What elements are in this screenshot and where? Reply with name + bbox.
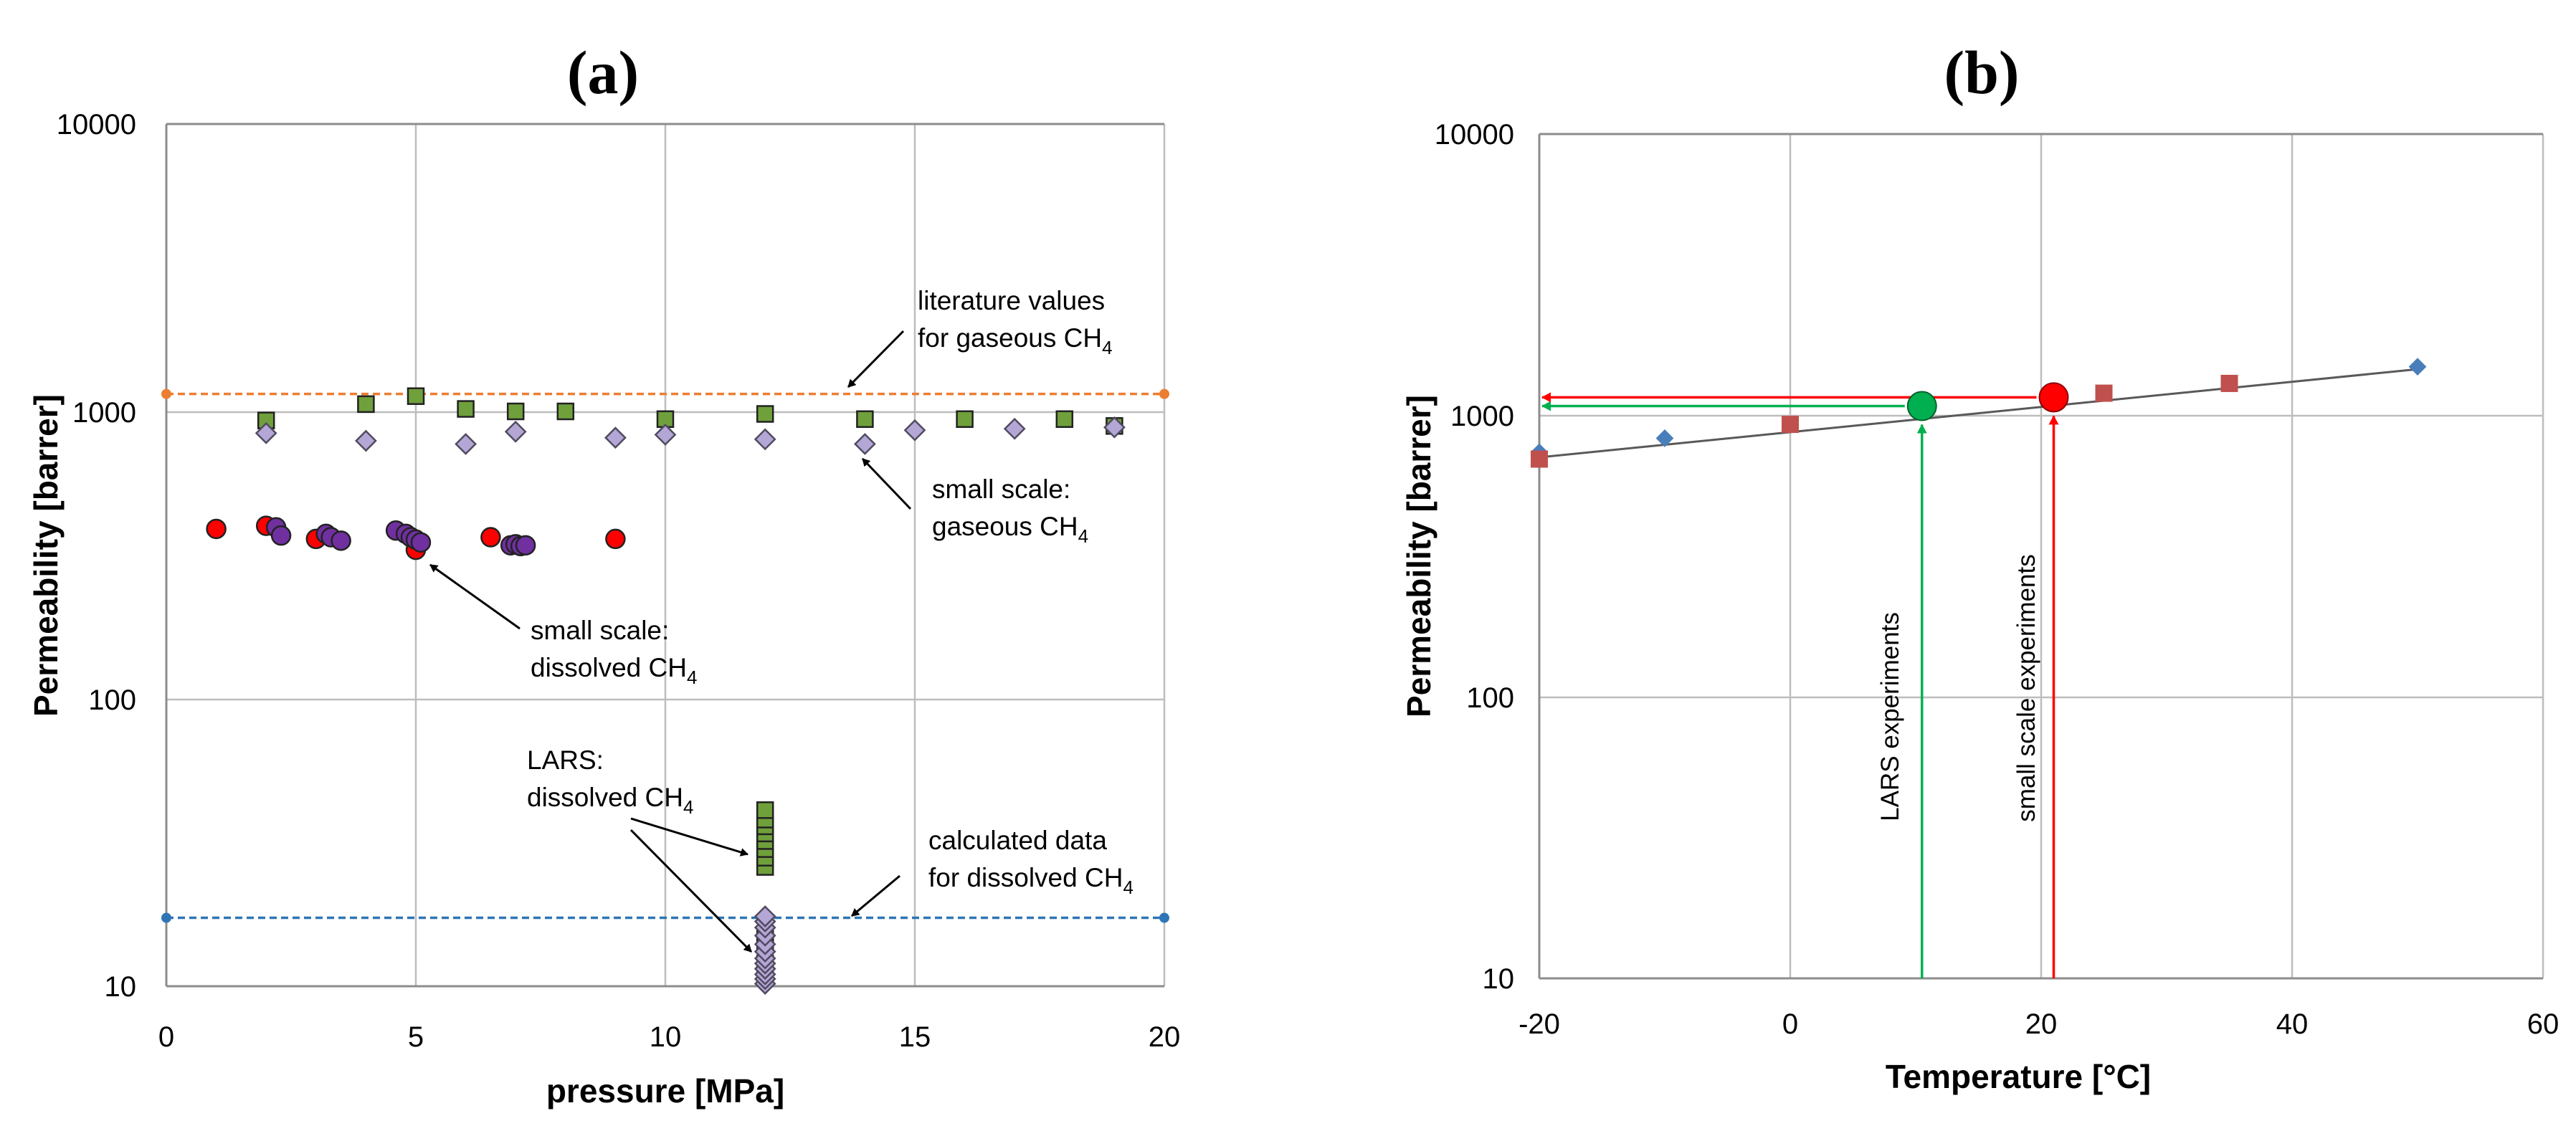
reference-line-endpoint — [161, 388, 171, 399]
reference-line-endpoint — [161, 912, 171, 923]
panel-a-title: (a) — [567, 38, 639, 107]
data-point — [270, 525, 292, 546]
x-tick-label: -20 — [1518, 1008, 1560, 1040]
data-point — [754, 905, 776, 927]
data-point — [2095, 384, 2113, 402]
data-point — [604, 426, 627, 449]
y-tick-label: 10000 — [57, 109, 136, 140]
data-point — [206, 518, 227, 540]
reference-lines — [161, 388, 1169, 923]
x-tick-label: 10 — [650, 1021, 682, 1053]
data-point — [457, 400, 475, 418]
data-point — [756, 405, 774, 423]
x-tick-label: 15 — [899, 1021, 931, 1053]
data-point — [756, 801, 774, 819]
annotation-small-scale-dissolved: small scale: dissolved CH4 — [531, 616, 697, 688]
lars-experiments-label: LARS experiments — [1876, 612, 1904, 821]
experiment-marker — [2038, 382, 2069, 413]
data-point — [504, 420, 527, 443]
x-tick-label: 5 — [408, 1021, 424, 1053]
annotation-lars-dissolved: LARS: dissolved CH4 — [527, 745, 693, 818]
data-point — [754, 428, 776, 451]
x-tick-label: 0 — [158, 1021, 174, 1053]
data-point — [506, 402, 525, 421]
trendline — [1539, 368, 2418, 459]
panel-b-guides — [1541, 392, 2059, 978]
experiment-marker — [1906, 391, 1937, 421]
data-point — [357, 395, 375, 414]
data-point — [853, 433, 876, 455]
y-axis-label: Permeability [barrer] — [27, 394, 65, 717]
data-point — [455, 433, 477, 455]
x-tick-label: 60 — [2527, 1008, 2560, 1040]
panel-a: (a) 0 5 10 15 20 10 100 1000 10000 press… — [27, 38, 1180, 1110]
data-point — [515, 535, 536, 556]
data-point — [1055, 410, 1074, 429]
data-point — [2408, 358, 2427, 376]
annotation-small-scale-gaseous: small scale: gaseous CH4 — [932, 474, 1088, 547]
data-point — [654, 424, 677, 446]
data-point — [1531, 450, 1548, 468]
data-point — [1782, 416, 1799, 434]
data-point — [2220, 374, 2238, 392]
x-tick-label: 40 — [2276, 1008, 2309, 1040]
y-tick-label: 10 — [1483, 963, 1515, 995]
data-point — [556, 402, 575, 421]
data-point — [856, 410, 874, 429]
data-point — [1103, 416, 1126, 439]
y-tick-label: 10000 — [1435, 119, 1514, 151]
data-point — [255, 421, 277, 444]
panel-a-grid — [166, 124, 1166, 986]
data-point — [331, 530, 351, 551]
annotation-literature: literature values for gaseous CH4 — [918, 286, 1113, 358]
y-tick-label: 100 — [88, 684, 136, 716]
data-point — [903, 419, 926, 442]
panel-b-grid — [1539, 134, 2544, 978]
x-axis-label: Temperature [°C] — [1886, 1058, 2151, 1095]
panel-b-title: (b) — [1944, 38, 2019, 107]
data-point — [605, 528, 626, 550]
y-tick-label: 10 — [105, 971, 137, 1003]
x-axis-label: pressure [MPa] — [546, 1072, 784, 1110]
data-point — [354, 429, 377, 452]
panel-a-data — [206, 387, 1126, 995]
data-point — [1655, 429, 1674, 447]
data-point — [1003, 417, 1026, 440]
reference-line-endpoint — [1159, 388, 1169, 399]
panel-b: (b) -20 0 20 40 60 10 100 1000 10000 Tem… — [1400, 38, 2559, 1095]
y-axis-label: Permeability [barrer] — [1400, 395, 1437, 717]
annotation-calculated: calculated data for dissolved CH4 — [928, 826, 1133, 898]
x-tick-label: 20 — [1149, 1021, 1181, 1053]
small-scale-experiments-label: small scale experiments — [2012, 554, 2040, 821]
reference-line-endpoint — [1159, 912, 1169, 923]
panel-b-data — [1530, 358, 2427, 468]
data-point — [407, 387, 425, 405]
data-point — [956, 410, 974, 429]
x-tick-label: 20 — [2025, 1008, 2058, 1040]
y-tick-label: 1000 — [72, 397, 136, 429]
data-point — [410, 532, 432, 553]
y-tick-label: 100 — [1466, 682, 1514, 714]
annotation-arrows — [429, 330, 912, 953]
y-tick-label: 1000 — [1450, 401, 1514, 432]
data-point — [480, 527, 501, 548]
x-tick-label: 0 — [1782, 1008, 1798, 1040]
